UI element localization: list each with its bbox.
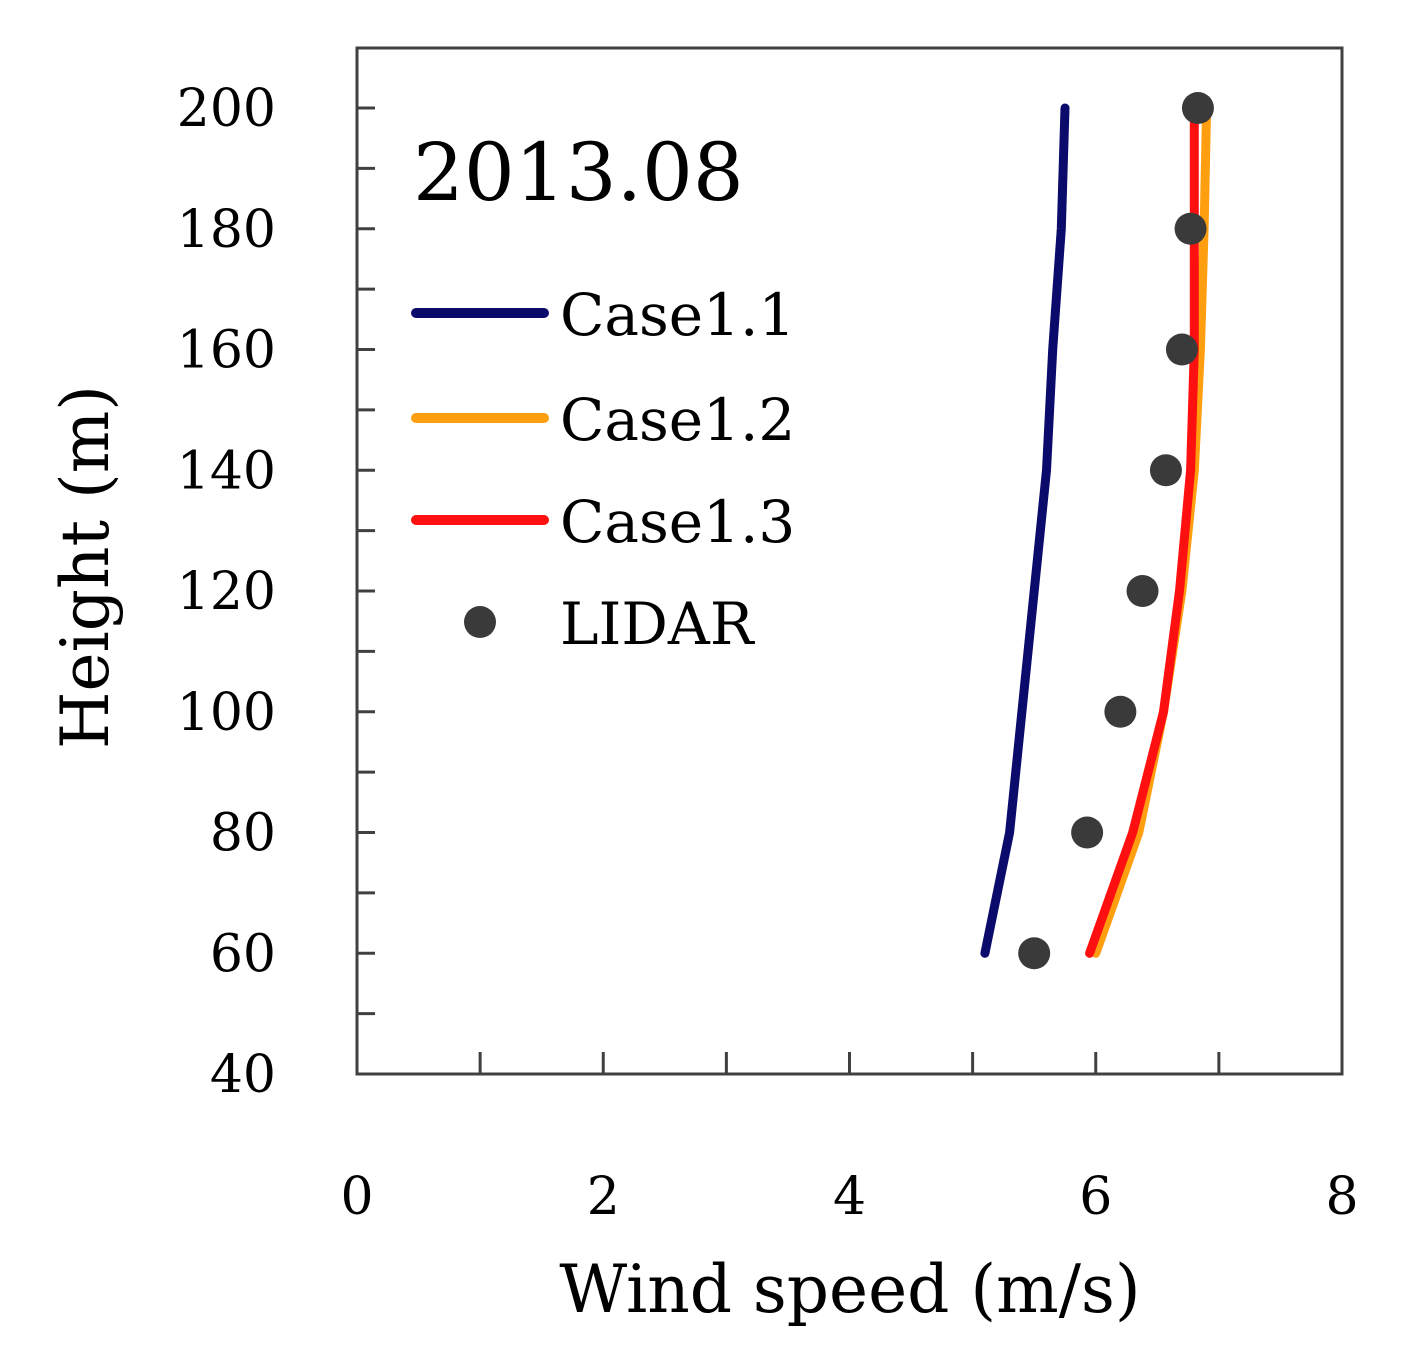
legend-label-case1-3: Case1.3 — [560, 488, 795, 556]
y-tick-label: 120 — [177, 562, 276, 622]
y-tick-label: 140 — [177, 441, 276, 501]
x-tick-label: 0 — [340, 1167, 373, 1227]
series-line-case1-3 — [1085, 103, 1199, 958]
lidar-point — [1181, 92, 1214, 124]
series-line-case1-1 — [980, 103, 1070, 958]
x-tick-label: 8 — [1325, 1167, 1358, 1227]
lidar-point — [1018, 937, 1051, 970]
lidar-point — [1126, 575, 1159, 607]
lidar-point — [1149, 454, 1182, 487]
date-annotation: 2013.08 — [413, 126, 744, 219]
axis-ticks: 40 60 80 100 120 140 160 180 200 0 2 4 6 8 — [177, 79, 1359, 1227]
lidar-point — [1071, 816, 1104, 849]
legend-swatch-lidar — [464, 606, 496, 638]
x-tick-label: 4 — [833, 1167, 866, 1227]
legend-label-lidar: LIDAR — [560, 590, 756, 658]
y-tick-label: 200 — [177, 79, 276, 139]
legend-label-case1-2: Case1.2 — [560, 386, 795, 454]
y-axis-title: Height (m) — [47, 385, 124, 749]
x-tick-label: 6 — [1079, 1167, 1112, 1227]
y-tick-label: 80 — [210, 804, 276, 864]
y-tick-label: 100 — [177, 683, 276, 743]
x-tick-label: 2 — [587, 1167, 620, 1227]
lidar-point — [1165, 333, 1198, 366]
x-axis-title: Wind speed (m/s) — [559, 1251, 1140, 1328]
lidar-point — [1174, 212, 1207, 245]
lidar-point — [1104, 695, 1137, 728]
y-tick-label: 160 — [177, 321, 276, 381]
legend-label-case1-1: Case1.1 — [560, 281, 795, 349]
plot-series — [980, 92, 1214, 970]
legend: Case1.1 Case1.2 Case1.3 LIDAR — [411, 281, 795, 658]
y-tick-label: 60 — [210, 924, 276, 984]
y-tick-label: 180 — [177, 200, 276, 260]
y-tick-label: 40 — [210, 1045, 276, 1105]
